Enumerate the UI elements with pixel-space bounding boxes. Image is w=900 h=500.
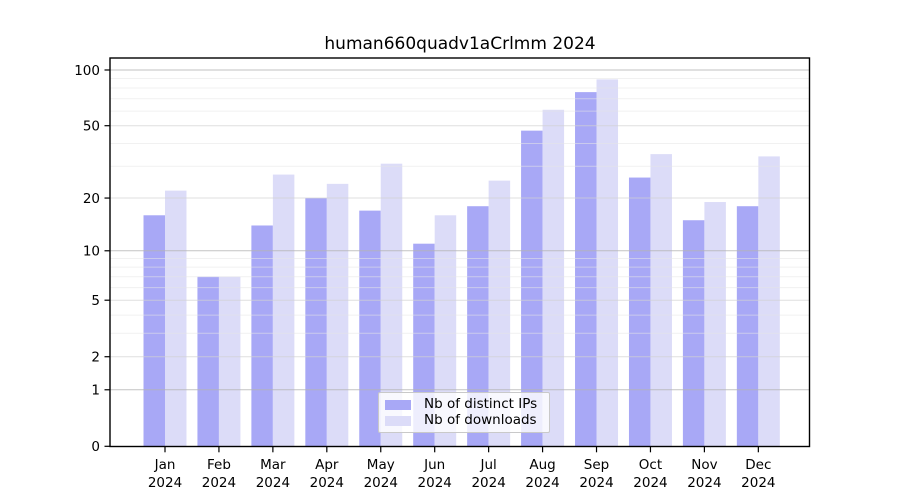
legend-item-distinct-ips: Nb of distinct IPs	[385, 397, 541, 412]
x-tick-label-month: May	[367, 457, 395, 473]
bar-distinct-ips	[575, 92, 597, 447]
bar-downloads	[165, 190, 187, 447]
y-tick-label: 2	[91, 350, 100, 366]
bar-distinct-ips	[628, 177, 651, 447]
y-tick-label: 10	[83, 244, 100, 260]
x-tick-label-year: 2024	[687, 475, 721, 491]
bar-distinct-ips	[143, 215, 165, 447]
y-tick-label: 5	[91, 293, 100, 309]
bar-distinct-ips	[359, 210, 381, 447]
bar-downloads	[272, 174, 295, 447]
x-tick-label-year: 2024	[202, 475, 236, 491]
x-tick-label-month: Apr	[315, 457, 339, 473]
x-tick-label-year: 2024	[525, 475, 559, 491]
legend: Nb of distinct IPs Nb of downloads	[378, 392, 550, 433]
legend-label-distinct-ips: Nb of distinct IPs	[424, 395, 538, 412]
x-tick-label-year: 2024	[310, 475, 344, 491]
legend-swatch-downloads	[385, 415, 411, 426]
x-tick-label-month: Feb	[207, 457, 231, 473]
bar-downloads	[542, 109, 565, 447]
legend-swatch-distinct-ips	[385, 399, 411, 410]
bar-downloads	[218, 276, 241, 447]
chart-title: human660quadv1aCrlmm 2024	[324, 34, 596, 54]
bar-distinct-ips	[736, 206, 759, 447]
bar-downloads	[434, 215, 457, 447]
x-tick-label-month: Jan	[154, 457, 176, 473]
x-tick-label-year: 2024	[148, 475, 182, 491]
x-tick-label-month: Dec	[745, 457, 771, 473]
y-tick-label: 100	[74, 63, 100, 79]
legend-label-downloads: Nb of downloads	[424, 411, 537, 428]
x-tick-label-year: 2024	[579, 475, 613, 491]
y-tick-label: 20	[83, 191, 100, 207]
y-tick-label: 0	[91, 439, 100, 455]
x-tick-label-year: 2024	[633, 475, 667, 491]
x-tick-label-year: 2024	[256, 475, 290, 491]
bar-downloads	[380, 163, 403, 447]
x-tick-label-year: 2024	[741, 475, 775, 491]
bar-distinct-ips	[251, 225, 273, 447]
bar-downloads	[596, 79, 619, 447]
x-tick-label-month: Mar	[260, 457, 286, 473]
y-tick-label: 50	[83, 119, 100, 135]
plot-frame	[109, 57, 811, 448]
bar-distinct-ips	[521, 130, 543, 447]
x-tick-label-month: Nov	[691, 457, 717, 473]
x-tick-label-year: 2024	[471, 475, 505, 491]
x-tick-label-month: Jul	[479, 457, 496, 473]
bar-distinct-ips	[467, 206, 489, 447]
x-tick-label-month: Sep	[584, 457, 609, 473]
bar-distinct-ips	[305, 198, 327, 447]
x-tick-label-month: Oct	[639, 457, 662, 473]
x-tick-label-month: Aug	[529, 457, 555, 473]
bar-downloads	[758, 156, 780, 447]
legend-item-downloads: Nb of downloads	[385, 413, 541, 428]
bar-distinct-ips	[197, 276, 219, 447]
bar-downloads	[704, 202, 726, 447]
y-tick-label: 1	[91, 383, 100, 399]
x-tick-label-month: Jun	[423, 457, 445, 473]
bar-downloads	[488, 180, 511, 447]
x-tick-label-year: 2024	[418, 475, 452, 491]
x-tick-label-year: 2024	[364, 475, 398, 491]
